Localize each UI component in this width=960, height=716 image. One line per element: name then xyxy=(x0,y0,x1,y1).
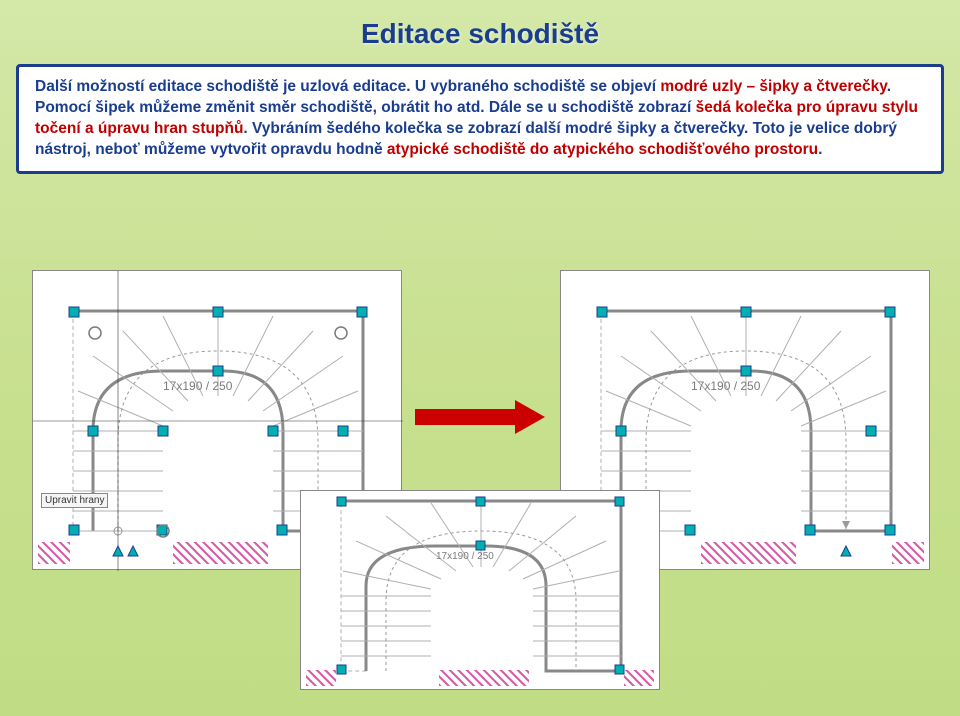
diagram-area: 17x190 / 250 Upravit hrany xyxy=(0,260,960,700)
p-seg6: atypické schodiště do atypického schodiš… xyxy=(387,141,818,158)
hatch-left xyxy=(38,542,70,564)
page-title: Editace schodiště xyxy=(0,0,960,50)
hatch-r2 xyxy=(892,542,924,564)
hatch-mid xyxy=(173,542,268,564)
stair-label-left: 17x190 / 250 xyxy=(163,379,232,393)
hatch-r3 xyxy=(701,542,796,564)
info-box: Další možností editace schodiště je uzlo… xyxy=(16,64,944,174)
hatch-m3 xyxy=(439,670,529,686)
upravit-label: Upravit hrany xyxy=(41,493,108,508)
diagram-mid: 17x190 / 250 xyxy=(300,490,660,690)
stair-label-right: 17x190 / 250 xyxy=(691,379,760,393)
hatch-m2 xyxy=(624,670,654,686)
stair-plan-mid xyxy=(301,491,661,691)
red-arrow xyxy=(415,400,545,434)
stair-label-mid: 17x190 / 250 xyxy=(436,551,494,562)
info-paragraph: Další možností editace schodiště je uzlo… xyxy=(35,77,925,161)
p-seg1: Další možností editace schodiště je uzlo… xyxy=(35,78,660,95)
p-seg7: . xyxy=(818,141,822,158)
p-seg2: modré uzly – šipky a čtverečky xyxy=(660,78,886,95)
hatch-m1 xyxy=(306,670,336,686)
